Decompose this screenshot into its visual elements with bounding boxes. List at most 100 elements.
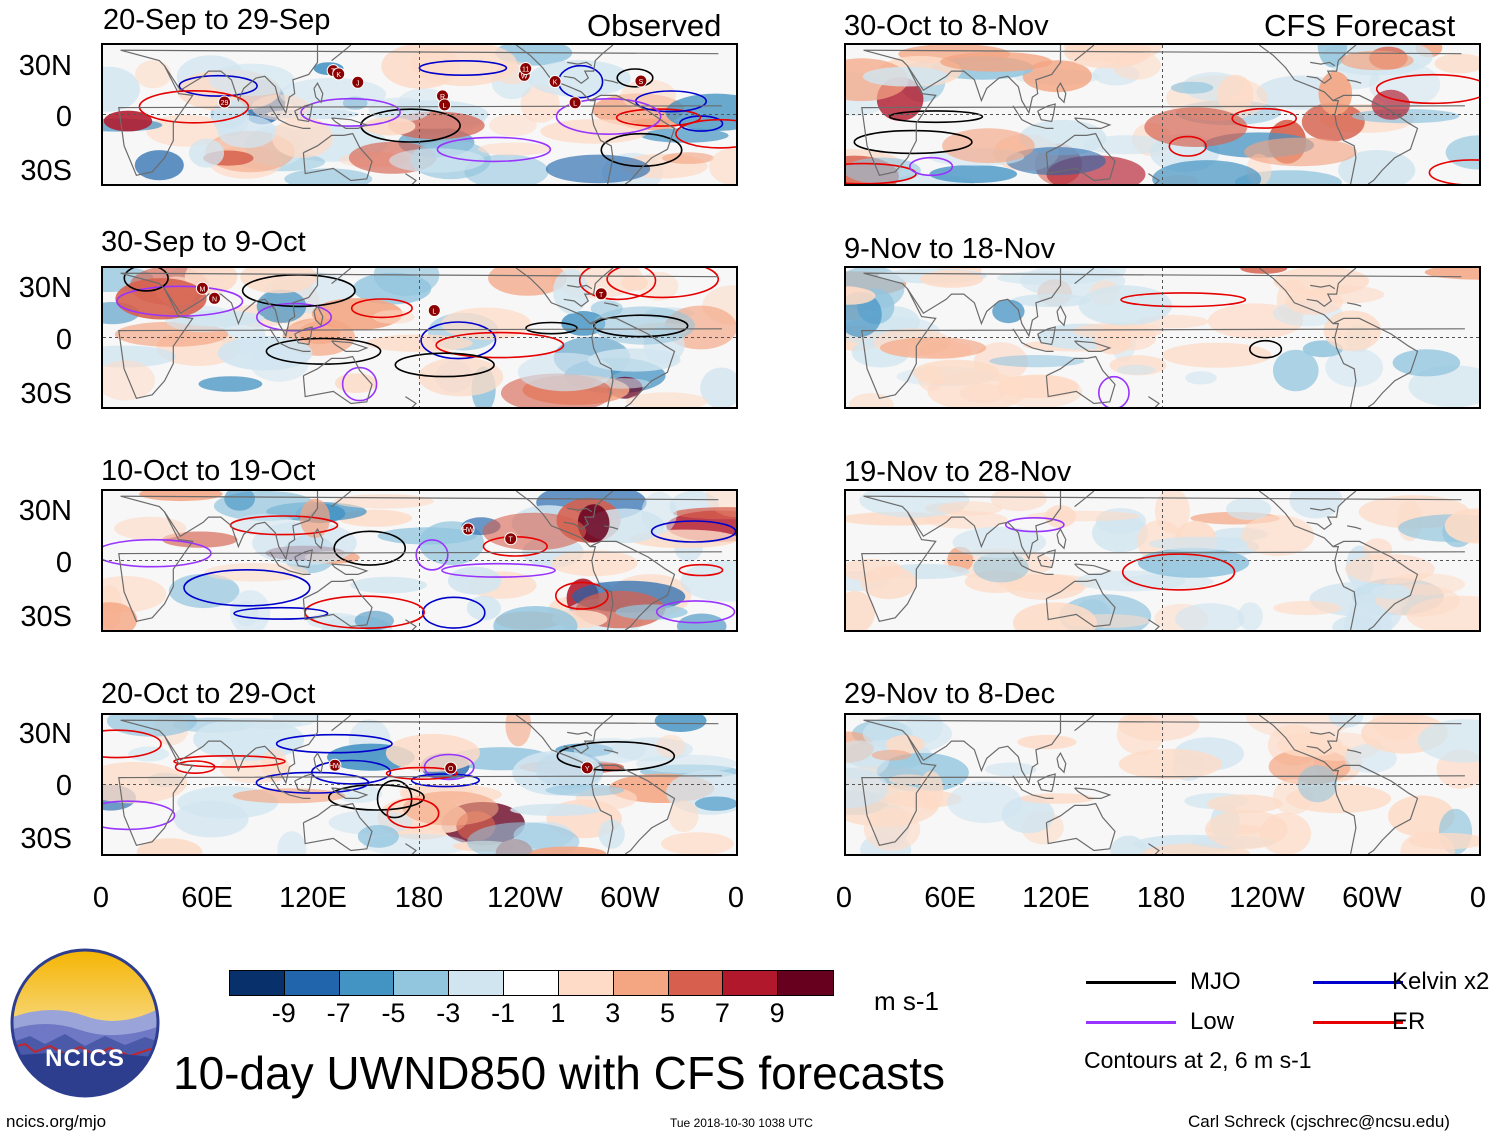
coastline — [1056, 528, 1067, 550]
svg-text:HW: HW — [462, 527, 474, 534]
coastline — [861, 272, 1465, 399]
panel-title-observed-4: 20-Oct to 29-Oct — [101, 678, 316, 710]
lon-label: 60E — [924, 882, 976, 914]
coastline — [567, 284, 593, 290]
coastline — [313, 528, 324, 550]
coastline — [861, 719, 1465, 846]
storm-marker: HW — [328, 758, 342, 772]
coastline — [515, 45, 614, 184]
colorbar-cell — [449, 971, 505, 995]
lat-label-30n: 30N — [18, 718, 72, 750]
coastline — [163, 491, 319, 561]
coastline — [1310, 731, 1336, 737]
lon-label: 180 — [1136, 882, 1186, 914]
ncics-logo[interactable]: NCICS — [10, 948, 160, 1098]
lat-label-eq: 0 — [55, 101, 72, 133]
storm-marker: 29 — [218, 95, 231, 109]
coastline — [331, 563, 369, 575]
coastline — [1056, 305, 1067, 327]
coastline — [163, 715, 319, 785]
coastline — [313, 305, 324, 327]
coastline — [331, 491, 352, 508]
map-panel-forecast-3 — [844, 489, 1481, 632]
svg-text:L: L — [443, 103, 447, 110]
coastline — [1074, 117, 1112, 129]
colorbar-tick-label: -7 — [326, 998, 351, 1028]
coastline — [331, 268, 352, 285]
coastline — [118, 272, 722, 399]
lat-label-30n: 30N — [18, 50, 72, 82]
coastline — [1306, 491, 1357, 530]
coastline — [294, 103, 313, 123]
panel-title-observed-2: 30-Sep to 9-Oct — [101, 226, 306, 258]
coastline — [563, 715, 614, 754]
coastline — [302, 132, 373, 182]
coastline — [1346, 525, 1362, 530]
coastline — [294, 326, 313, 346]
lat-label-eq: 0 — [55, 547, 72, 579]
footer-timestamp: Tue 2018-10-30 1038 UTC — [670, 1116, 813, 1130]
footer-url[interactable]: ncics.org/mjo — [6, 1112, 107, 1131]
svg-text:J: J — [356, 80, 360, 87]
coastline — [118, 495, 722, 622]
coastline — [567, 507, 593, 513]
lat-label-30s: 30S — [20, 823, 72, 855]
coastline — [1074, 340, 1112, 352]
coastline — [302, 802, 373, 852]
storm-marker: N — [208, 291, 221, 305]
map-panel-observed-1: J29TKWRSL11KL — [101, 43, 738, 186]
coastline — [567, 731, 593, 737]
coastline — [567, 61, 593, 67]
logo-text: NCICS — [45, 1045, 125, 1072]
storm-marker: T — [504, 532, 518, 546]
colorbar-cell — [558, 971, 614, 995]
coastline — [906, 491, 1062, 561]
coastline — [1045, 578, 1116, 628]
coastline — [1310, 61, 1336, 67]
coastline — [269, 105, 311, 129]
coastline — [1306, 45, 1357, 84]
colorbar-tick-label: 1 — [550, 998, 566, 1028]
forecast-header: CFS Forecast — [1264, 8, 1456, 43]
coastline — [163, 268, 319, 338]
colorbar-tick-label: 5 — [660, 998, 676, 1028]
coastline — [515, 268, 614, 407]
coastline — [331, 117, 369, 129]
legend-er-label: ER — [1392, 1008, 1426, 1035]
map-panel-forecast-4 — [844, 713, 1481, 856]
coastline — [1332, 317, 1419, 407]
coastline — [1012, 105, 1054, 129]
coastline — [1310, 284, 1336, 290]
lat-label-eq: 0 — [55, 324, 72, 356]
storm-marker: K — [332, 67, 346, 81]
coastline — [861, 495, 1465, 622]
coastline — [1332, 94, 1419, 184]
coastline — [405, 396, 417, 407]
coastline — [563, 268, 614, 307]
coastline — [1056, 752, 1067, 774]
lat-label-30n: 30N — [18, 272, 72, 304]
coastline — [302, 578, 373, 628]
svg-text:O: O — [448, 766, 454, 773]
coastline — [1037, 549, 1056, 569]
storm-marker: HW — [461, 522, 475, 536]
coastline — [405, 843, 417, 854]
colorbar-tick-label: 3 — [605, 998, 621, 1028]
coastline — [1012, 551, 1054, 575]
coastline — [1045, 132, 1116, 182]
svg-text:11: 11 — [522, 67, 529, 74]
colorbar-cell — [778, 971, 833, 995]
svg-text:29: 29 — [221, 100, 229, 107]
panel-title-observed-3: 10-Oct to 19-Oct — [101, 455, 316, 487]
coastline — [118, 49, 722, 176]
lat-label-30n: 30N — [18, 495, 72, 527]
panel-title-forecast-2: 9-Nov to 18-Nov — [844, 233, 1056, 265]
coastline — [331, 45, 352, 62]
coastline — [906, 715, 1062, 785]
legend-mjo-label: MJO — [1190, 968, 1241, 995]
coastline — [269, 775, 311, 799]
coastline — [1074, 715, 1095, 732]
coastline — [1258, 715, 1357, 854]
coastline — [331, 787, 369, 799]
